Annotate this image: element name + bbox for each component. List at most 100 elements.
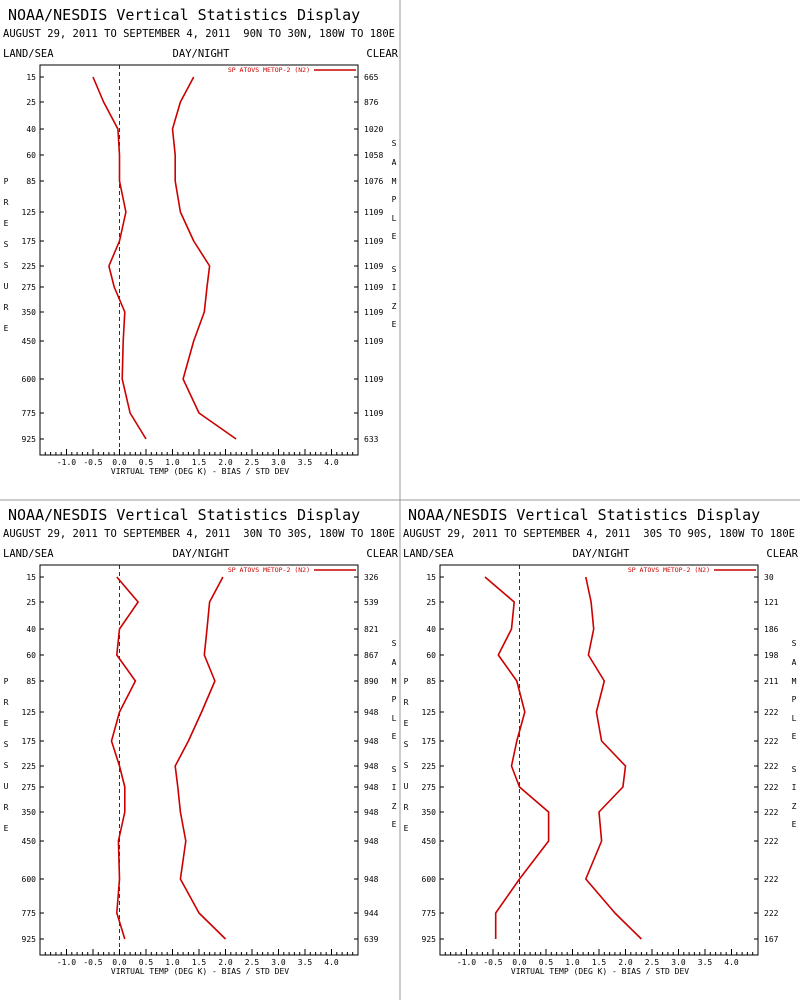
sample-size-label: 1109	[364, 208, 383, 217]
pressure-tick-label: 275	[422, 783, 437, 792]
y2-axis-label-letter: L	[392, 214, 397, 223]
x-tick-label: 1.0	[165, 458, 180, 467]
sample-size-label: 1058	[364, 151, 383, 160]
sample-size-label: 1109	[364, 375, 383, 384]
y-axis-label-letter: S	[4, 761, 9, 770]
region-label: 30S TO 90S, 180W TO 180E	[643, 528, 795, 540]
y-axis-label-letter: E	[404, 824, 409, 833]
y-axis-label-letter: P	[4, 177, 9, 186]
x-tick-label: 0.0	[112, 958, 127, 967]
chart-panel-3: NOAA/NESDIS Vertical Statistics Display A…	[403, 506, 799, 976]
y-axis-label-letter: E	[4, 324, 9, 333]
sample-size-label: 639	[364, 935, 379, 944]
y2-axis-label-letter: P	[392, 695, 397, 704]
pressure-tick-label: 175	[22, 237, 37, 246]
pressure-tick-label: 60	[426, 651, 436, 660]
x-tick-label: -0.5	[83, 958, 102, 967]
sample-size-label: 121	[764, 598, 779, 607]
pressure-tick-label: 125	[422, 708, 437, 717]
pressure-tick-label: 60	[26, 151, 36, 160]
day-night-label: DAY/NIGHT	[173, 48, 231, 60]
y2-axis-label-letter: S	[392, 639, 397, 648]
x-axis-label: VIRTUAL TEMP (DEG K) - BIAS / STD DEV	[111, 467, 289, 476]
pressure-tick-label: 85	[26, 677, 36, 686]
sample-size-label: 198	[764, 651, 779, 660]
sample-size-label: 539	[364, 598, 379, 607]
pressure-tick-label: 60	[26, 651, 36, 660]
y-axis-label-letter: E	[4, 719, 9, 728]
x-tick-label: 0.5	[139, 458, 154, 467]
x-tick-label: 4.0	[724, 958, 739, 967]
pressure-tick-label: 40	[426, 625, 436, 634]
y-axis-label-letter: S	[404, 761, 409, 770]
pressure-tick-label: 450	[22, 337, 37, 346]
y-axis-label-letter: U	[404, 782, 409, 791]
pressure-tick-label: 85	[426, 677, 436, 686]
y-axis-label-letter: E	[404, 719, 409, 728]
pressure-tick-label: 350	[422, 808, 437, 817]
std-dev-line	[585, 576, 642, 940]
sample-size-label: 948	[364, 808, 379, 817]
x-tick-label: 2.0	[218, 458, 233, 467]
x-tick-label: 3.0	[271, 458, 286, 467]
y2-axis-label-letter: I	[792, 783, 797, 792]
sample-size-label: 948	[364, 762, 379, 771]
y2-axis-label-letter: E	[392, 732, 397, 741]
pressure-tick-label: 25	[426, 598, 436, 607]
y2-axis-label-letter: L	[792, 714, 797, 723]
y-axis-label-letter: S	[4, 740, 9, 749]
pressure-tick-label: 275	[22, 783, 37, 792]
y2-axis-label-letter: P	[392, 195, 397, 204]
x-tick-label: -0.5	[83, 458, 102, 467]
sample-size-label: 1109	[364, 262, 383, 271]
sample-size-label: 1109	[364, 237, 383, 246]
land-sea-label: LAND/SEA	[3, 48, 54, 60]
sample-size-label: 30	[764, 573, 774, 582]
y-axis-label-letter: R	[4, 803, 9, 812]
x-tick-label: 1.0	[165, 958, 180, 967]
sample-size-label: 222	[764, 808, 779, 817]
y-axis-label-letter: R	[4, 303, 9, 312]
y-axis-label-letter: S	[4, 261, 9, 270]
sample-size-label: 222	[764, 783, 779, 792]
y2-axis-label-letter: I	[392, 783, 397, 792]
pressure-tick-label: 40	[26, 625, 36, 634]
sample-size-label: 222	[764, 837, 779, 846]
y-axis-label-letter: S	[4, 240, 9, 249]
x-tick-label: 1.0	[565, 958, 580, 967]
y2-axis-label-letter: M	[392, 677, 397, 686]
sample-size-label: 222	[764, 909, 779, 918]
y2-axis-label-letter: E	[392, 320, 397, 329]
x-tick-label: 0.0	[112, 458, 127, 467]
pressure-tick-label: 15	[26, 73, 36, 82]
pressure-tick-label: 775	[422, 909, 437, 918]
x-tick-label: 2.0	[218, 958, 233, 967]
sample-size-label: 186	[764, 625, 779, 634]
pressure-tick-label: 350	[22, 808, 37, 817]
bias-line	[110, 576, 139, 940]
x-tick-label: 1.5	[192, 958, 207, 967]
sample-size-label: 633	[364, 435, 379, 444]
pressure-tick-label: 225	[22, 262, 37, 271]
y2-axis-label-letter: S	[392, 265, 397, 274]
y-axis-label-letter: U	[4, 282, 9, 291]
pressure-tick-label: 925	[422, 935, 437, 944]
y-axis-label-letter: R	[404, 803, 409, 812]
date-range: AUGUST 29, 2011 TO SEPTEMBER 4, 2011	[3, 28, 231, 40]
y-axis-label-letter: R	[404, 698, 409, 707]
y-axis-label-letter: R	[4, 198, 9, 207]
x-tick-label: 3.5	[298, 458, 313, 467]
x-tick-label: 2.5	[645, 958, 660, 967]
sample-size-label: 1076	[364, 177, 383, 186]
y2-axis-label-letter: A	[792, 658, 797, 667]
pressure-tick-label: 15	[426, 573, 436, 582]
y-axis-label-letter: P	[404, 677, 409, 686]
sample-size-label: 167	[764, 935, 779, 944]
clear-label: CLEAR	[766, 548, 798, 560]
pressure-tick-label: 125	[22, 208, 37, 217]
date-range: AUGUST 29, 2011 TO SEPTEMBER 4, 2011	[3, 528, 231, 540]
x-tick-label: -1.0	[457, 958, 476, 967]
clear-label: CLEAR	[366, 48, 398, 60]
region-label: 30N TO 30S, 180W TO 180E	[243, 528, 395, 540]
